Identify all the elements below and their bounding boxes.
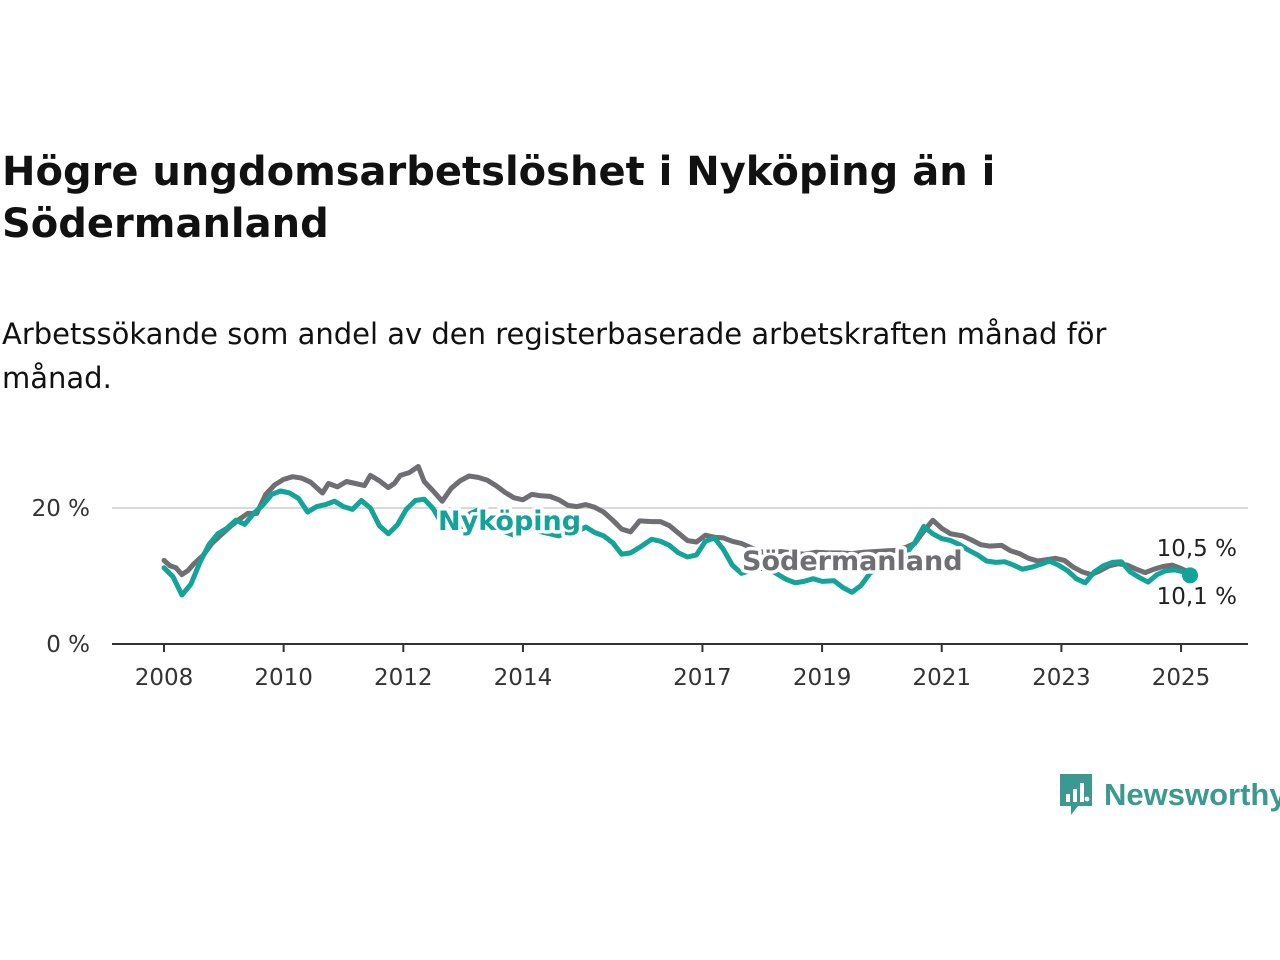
x-tick-label: 2017 bbox=[673, 665, 732, 691]
series-label-sodermanland: Södermanland bbox=[742, 546, 963, 577]
series-labels: Nyköping Södermanland 10,5 % 10,1 % bbox=[435, 503, 1238, 611]
chart-subtitle: Arbetssökande som andel av den registerb… bbox=[2, 317, 1107, 395]
chart-title: Högre ungdomsarbetslöshet i Nyköping än … bbox=[2, 149, 996, 247]
y-tick-label: 0 % bbox=[46, 632, 90, 658]
x-tick-label: 2025 bbox=[1152, 665, 1211, 691]
y-tick-label: 20 % bbox=[32, 496, 90, 522]
series-line-nykping bbox=[161, 488, 1193, 598]
end-value-sodermanland: 10,5 % bbox=[1157, 536, 1237, 562]
end-point-marker bbox=[1182, 567, 1199, 584]
newsworthy-logo: Newsworthy bbox=[1058, 772, 1280, 818]
axes: 0 % 20 % 2008 2010 2012 2014 2017 2019 2021 2023 2… bbox=[32, 496, 1248, 691]
series-lines bbox=[161, 464, 1193, 598]
x-tick-label: 2008 bbox=[135, 665, 194, 691]
end-value-nykoping: 10,1 % bbox=[1157, 584, 1237, 610]
x-tick-label: 2012 bbox=[374, 665, 433, 691]
newsworthy-logo-icon bbox=[1060, 774, 1092, 815]
x-tick-label: 2010 bbox=[254, 665, 313, 691]
series-label-nykoping: Nyköping bbox=[438, 506, 581, 537]
brand-name: Newsworthy bbox=[1104, 777, 1280, 812]
line-chart: 0 % 20 % 2008 2010 2012 2014 2017 2019 2021 2023 2… bbox=[32, 464, 1248, 691]
x-tick-label: 2014 bbox=[494, 665, 553, 691]
x-tick-label: 2023 bbox=[1032, 665, 1091, 691]
x-tick-label: 2019 bbox=[793, 665, 852, 691]
x-tick-label: 2021 bbox=[912, 665, 971, 691]
series-line-sdermanland bbox=[161, 464, 1193, 578]
